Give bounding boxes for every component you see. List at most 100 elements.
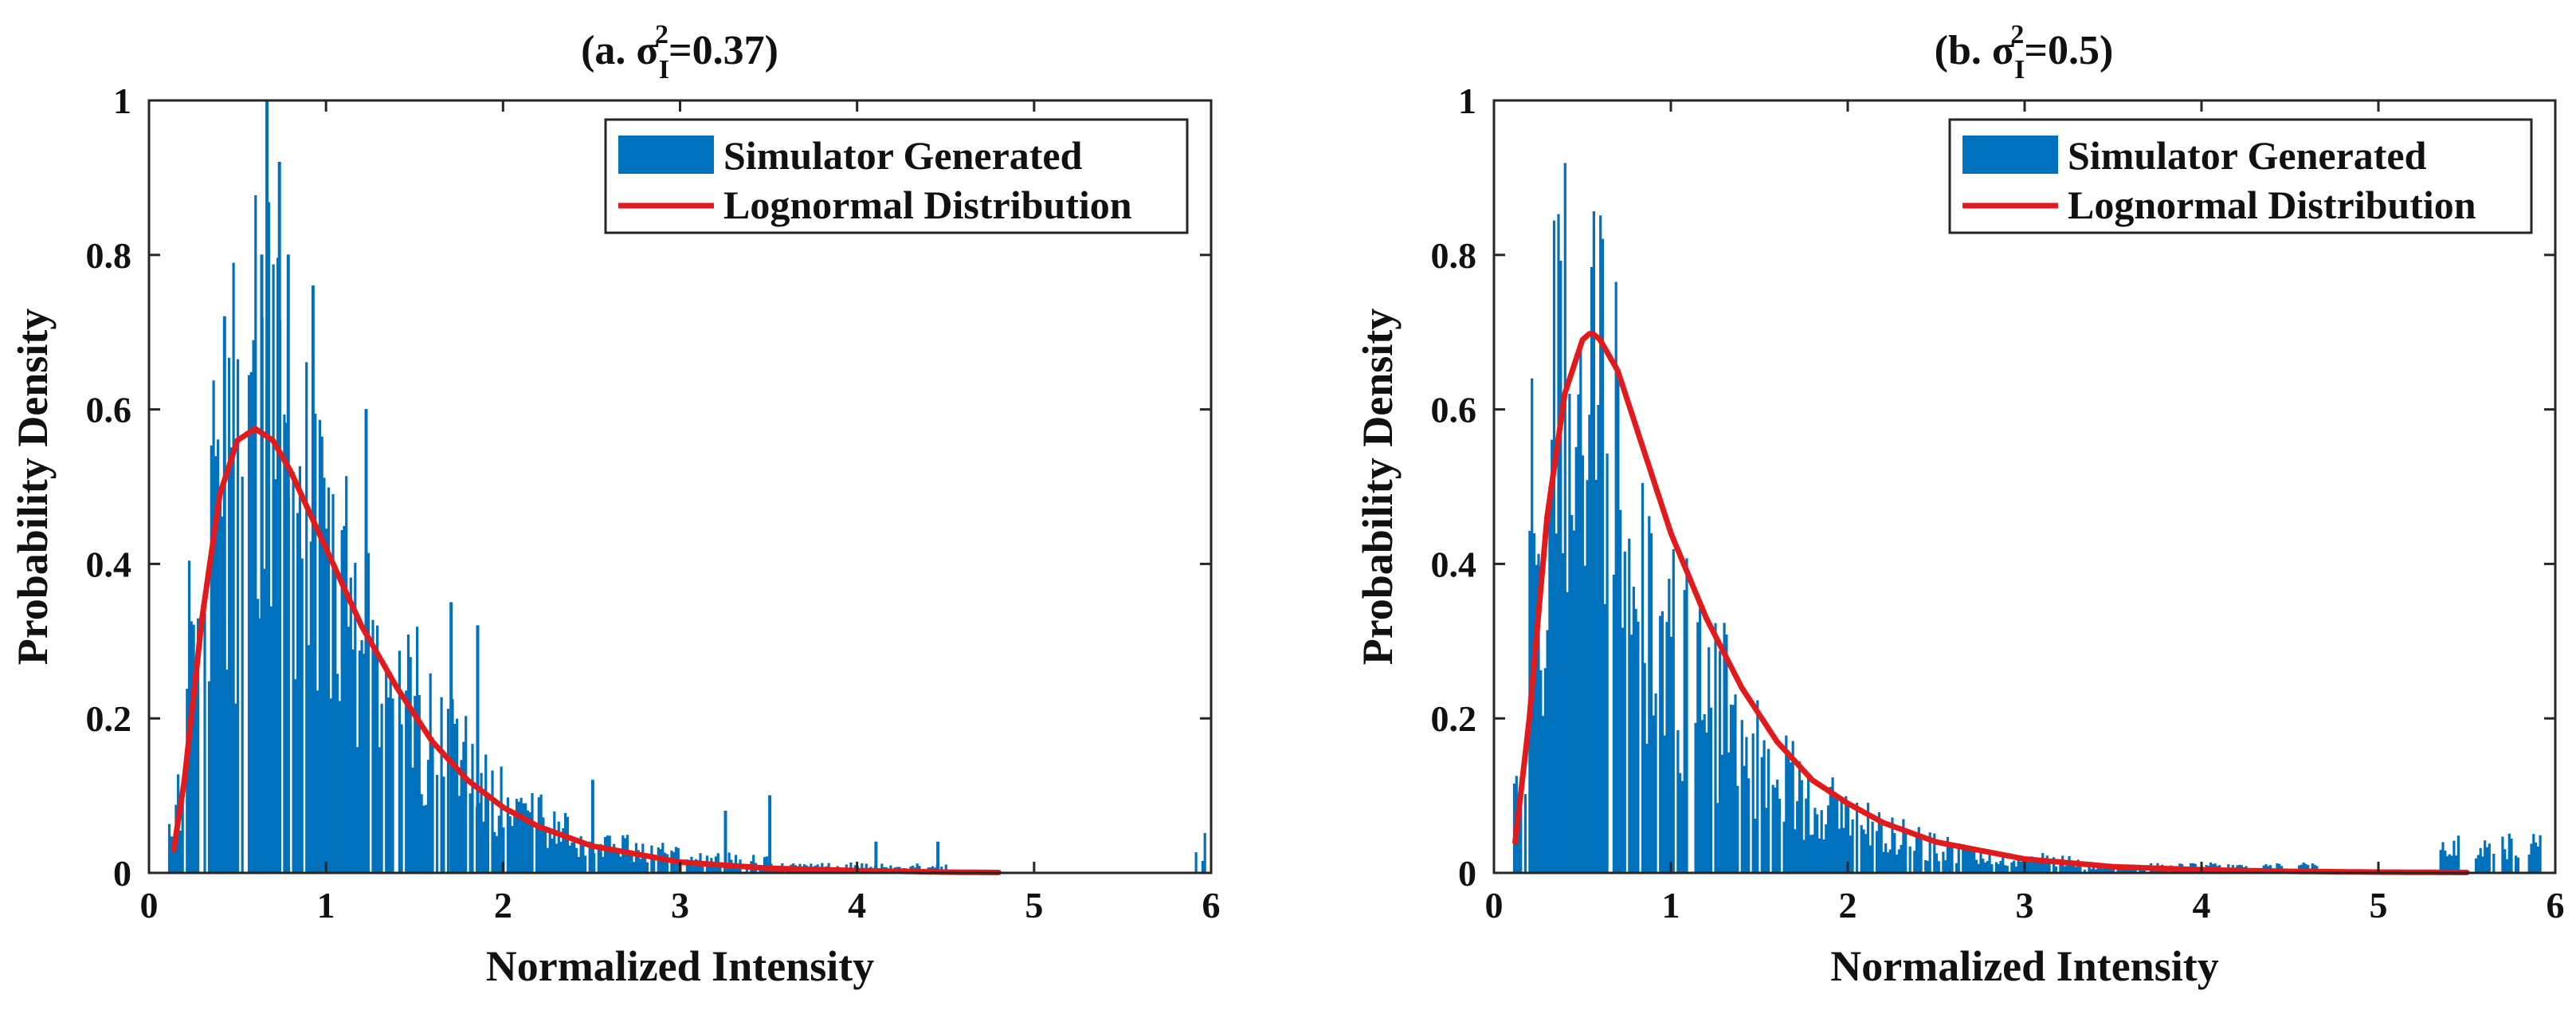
histogram-bar [1760, 757, 1763, 874]
histogram-bar [1813, 808, 1817, 874]
histogram-bar [1703, 713, 1706, 874]
histogram-bar [2452, 840, 2456, 874]
y-axis-label: Probability Density [9, 309, 57, 666]
x-tick-label: 4 [848, 885, 866, 926]
histogram-bar [2476, 855, 2480, 874]
histogram-bar [1876, 831, 1879, 874]
histogram-bar [2444, 851, 2447, 874]
legend-label-curve: Lognormal Distribution [2068, 183, 2476, 227]
x-tick-label: 6 [1202, 885, 1221, 926]
title-subscript: I [2014, 55, 2025, 84]
histogram-bar [1982, 859, 1985, 874]
histogram-bar [371, 619, 374, 874]
histogram-bar [544, 831, 547, 874]
x-tick-label: 2 [494, 885, 512, 926]
histogram-bar [1796, 801, 1799, 874]
histogram-bar [338, 701, 341, 874]
histogram-bar [1588, 415, 1591, 874]
histogram-bar [2485, 847, 2489, 874]
histogram-bar [1827, 805, 1830, 874]
histogram-bar [1974, 859, 1978, 874]
histogram-bar [1919, 838, 1923, 874]
histogram-bar [272, 264, 275, 874]
histogram-bar [2510, 839, 2513, 874]
histogram-bar [1937, 861, 1940, 874]
histogram-bar [254, 195, 257, 874]
histogram-bar [602, 856, 605, 874]
histogram-bar [1754, 819, 1757, 874]
histogram-bar [469, 793, 472, 874]
histogram-bar [1973, 850, 1976, 874]
histogram-bar [1845, 796, 1848, 874]
histogram-bar [2536, 846, 2539, 874]
histogram-bar [1663, 735, 1666, 874]
histogram-bar [1599, 215, 1602, 874]
title-prefix: (a. σ [581, 28, 659, 73]
legend-label-histogram: Simulator Generated [723, 133, 1083, 178]
x-axis-label: Normalized Intensity [486, 942, 874, 990]
histogram-bar [1789, 762, 1793, 874]
histogram-bar [2535, 842, 2538, 874]
chart-title: (b. σI 2=0.5) [1935, 20, 2114, 84]
x-tick-label: 1 [1662, 885, 1680, 926]
histogram-bar [1767, 749, 1770, 874]
histogram-bar [482, 821, 485, 874]
histogram-bar [2441, 842, 2445, 874]
histogram-bar [1900, 844, 1903, 874]
y-tick-label: 0.8 [86, 235, 132, 276]
histogram-bar [1630, 635, 1633, 874]
histogram-bar [345, 476, 348, 874]
histogram-bar [1612, 575, 1616, 874]
y-tick-label: 0.4 [1431, 544, 1477, 584]
histogram-bar [252, 340, 255, 874]
histogram-bar [1592, 211, 1596, 874]
legend-swatch-bars [618, 136, 714, 174]
histogram-bar [1201, 861, 1205, 874]
histogram-bar [334, 565, 337, 874]
histogram-bar [1994, 862, 1998, 874]
lognormal-curve [1512, 331, 2470, 875]
histogram-bar [305, 362, 308, 874]
x-tick-label: 4 [2193, 885, 2211, 926]
histogram-bar [327, 487, 331, 874]
histogram-bar [1800, 780, 1803, 874]
histogram-bar [1970, 851, 1974, 874]
histogram-bar [378, 747, 381, 874]
histogram-bar [1756, 700, 1759, 874]
histogram-bar [1680, 780, 1684, 874]
histogram-bar [1776, 780, 1779, 874]
histogram-bar [347, 627, 351, 874]
histogram-bar [1594, 479, 1598, 874]
histogram-bar [1990, 864, 1994, 874]
histogram-bar [582, 844, 585, 874]
histogram-spike [936, 841, 940, 874]
histogram-bar [1676, 730, 1680, 874]
histogram-bar [630, 853, 633, 874]
histogram-bar [2034, 861, 2038, 874]
histogram-bar [178, 830, 182, 874]
histogram-bar [190, 621, 193, 874]
chart-panel-b: (b. σI2=0.5)0 1 2 3 4 5 600.20.40.60.81Normali… [1354, 20, 2565, 990]
histogram-bar [1840, 800, 1843, 874]
histogram-bar [456, 718, 459, 874]
histogram-bar [1548, 486, 1551, 874]
histogram-bar [610, 851, 614, 874]
histogram-bar [546, 847, 549, 874]
histogram-bar [1811, 835, 1814, 874]
histogram-bar [241, 476, 244, 874]
histogram-bar [1552, 220, 1556, 874]
histogram-bar [398, 650, 401, 874]
histogram-bar [1660, 611, 1664, 874]
histogram-bar [1643, 662, 1646, 874]
histogram-bar [400, 724, 403, 874]
histogram-bar [389, 672, 392, 874]
histogram-bar [446, 709, 450, 874]
histogram-bar [1915, 834, 1919, 874]
histogram-bar [1632, 586, 1636, 874]
histogram-bar [1562, 552, 1565, 874]
histogram-bar [539, 794, 543, 874]
histogram-bar [1897, 849, 1901, 874]
histogram-bar [537, 797, 540, 874]
title-superscript: 2 [2010, 20, 2024, 49]
histogram-bar [298, 466, 301, 874]
